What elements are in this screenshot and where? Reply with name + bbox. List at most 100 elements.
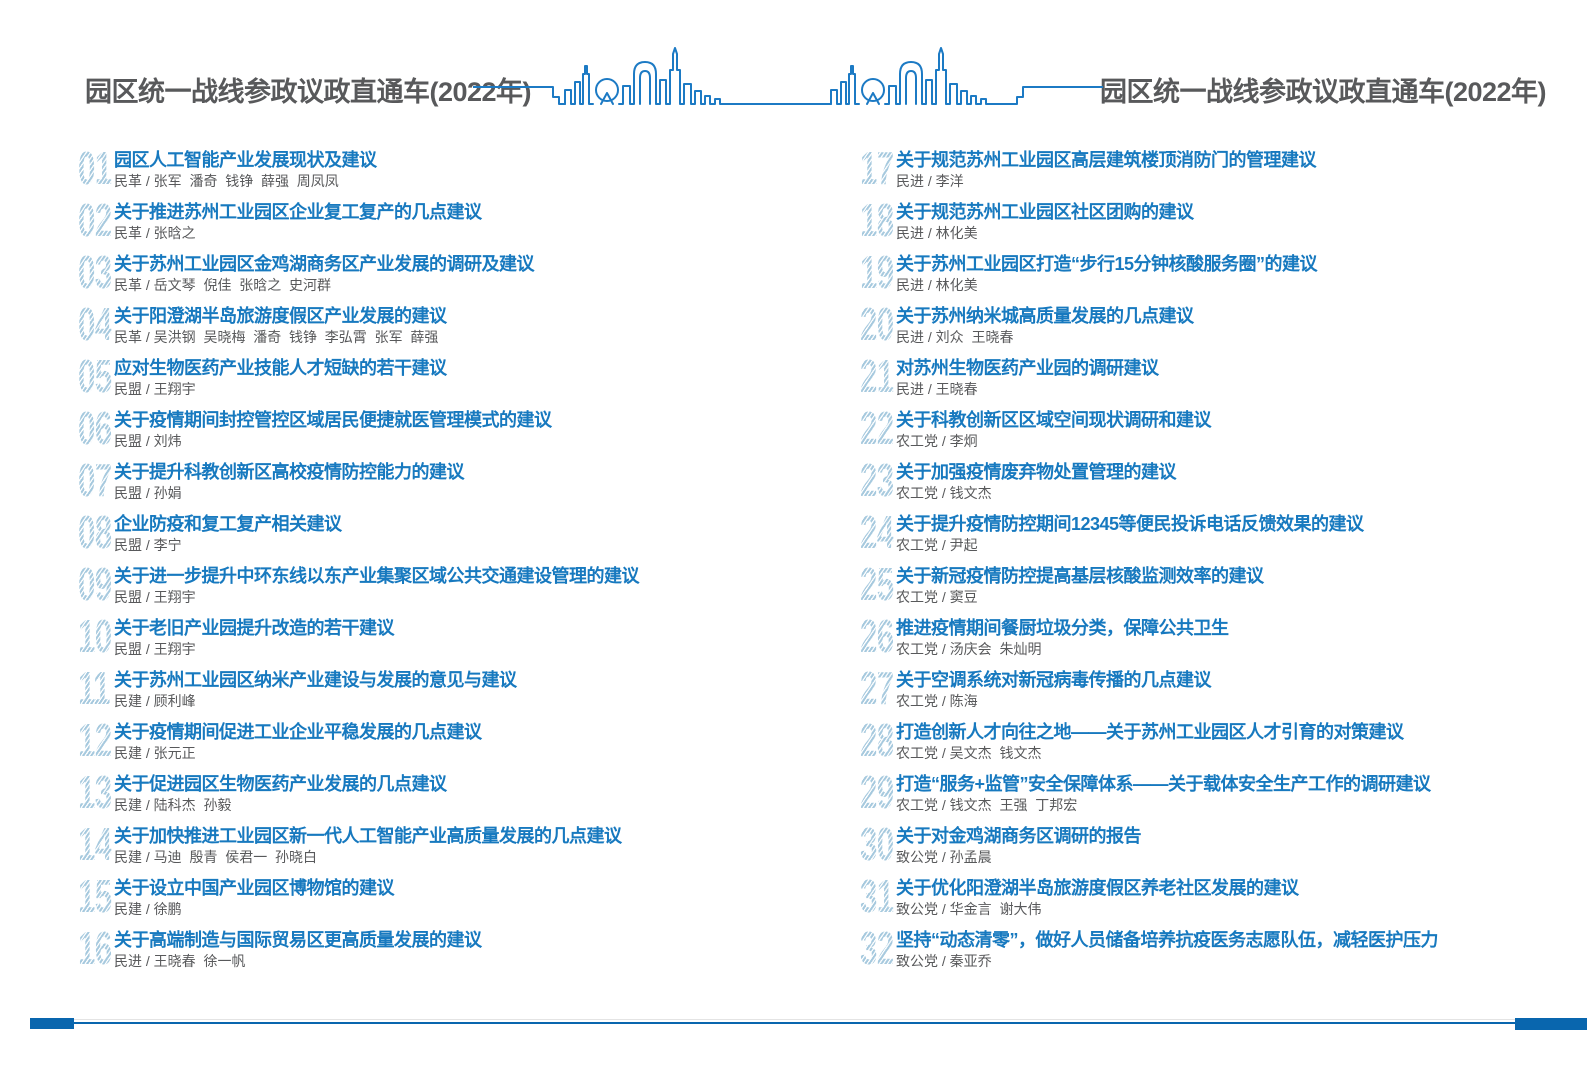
toc-entry: 26 推进疫情期间餐厨垃圾分类，保障公共卫生 农工党 / 汤庆会 朱灿明 <box>860 610 1587 668</box>
page-title-left: 园区统一战线参政议政直通车(2022年) <box>85 77 532 107</box>
entry-number: 15 <box>78 870 114 922</box>
entry-number-text: 07 <box>78 454 112 506</box>
entry-title: 关于空调系统对新冠病毒传播的几点建议 <box>896 670 1212 690</box>
entry-title: 关于苏州工业园区打造“步行15分钟核酸服务圈”的建议 <box>896 254 1318 274</box>
toc-entry: 09 关于进一步提升中环东线以东产业集聚区域公共交通建设管理的建议 民盟 / 王… <box>78 561 823 616</box>
entry-title: 关于科教创新区区域空间现状调研和建议 <box>896 410 1212 430</box>
entry-number-text: 22 <box>860 402 894 454</box>
entry-number-text: 10 <box>78 610 112 662</box>
entry-number-text: 30 <box>860 818 894 870</box>
entry-byline: 民建 / 张元正 <box>114 745 196 761</box>
toc-column-left: 01 园区人工智能产业发展现状及建议 民革 / 张军 潘奇 钱铮 薛强 周凤凤 … <box>78 142 823 980</box>
toc-entry: 03 关于苏州工业园区金鸡湖商务区产业发展的调研及建议 民革 / 岳文琴 倪佳 … <box>78 249 823 304</box>
entry-number: 20 <box>860 301 896 347</box>
entry-byline: 民建 / 陆科杰 孙毅 <box>114 797 232 813</box>
entry-title: 关于优化阳澄湖半岛旅游度假区养老社区发展的建议 <box>896 878 1299 898</box>
entry-title: 园区人工智能产业发展现状及建议 <box>114 150 377 170</box>
toc-entry: 20 关于苏州纳米城高质量发展的几点建议 民进 / 刘众 王晓春 <box>860 301 1587 356</box>
entry-number-text: 31 <box>860 870 894 922</box>
entry-number-text: 11 <box>78 662 110 714</box>
entry-number-text: 23 <box>860 454 894 506</box>
entry-byline: 致公党 / 孙孟晨 <box>896 849 992 865</box>
entry-title: 关于对金鸡湖商务区调研的报告 <box>896 826 1142 846</box>
entry-number: 32 <box>860 922 896 974</box>
entry-title: 关于高端制造与国际贸易区更高质量发展的建议 <box>114 930 482 950</box>
entry-number: 11 <box>78 662 114 714</box>
entry-number: 30 <box>860 818 896 870</box>
toc-entry: 16 关于高端制造与国际贸易区更高质量发展的建议 民进 / 王晓春 徐一帆 <box>78 925 823 980</box>
toc-entry: 06 关于疫情期间封控管控区域居民便捷就医管理模式的建议 民盟 / 刘炜 <box>78 405 823 460</box>
entry-number: 10 <box>78 610 114 662</box>
entry-number: 07 <box>78 454 114 506</box>
entry-number: 29 <box>860 766 896 818</box>
entry-byline: 民革 / 岳文琴 倪佳 张晗之 史河群 <box>114 277 332 293</box>
entry-byline: 民进 / 李洋 <box>896 173 964 189</box>
entry-number: 12 <box>78 717 114 763</box>
footer-bar-right <box>1515 1018 1587 1030</box>
entry-number-text: 24 <box>860 506 894 558</box>
entry-number: 09 <box>78 561 114 607</box>
entry-number: 25 <box>860 561 896 607</box>
entry-number: 16 <box>78 925 114 971</box>
toc-entry: 23 关于加强疫情废弃物处置管理的建议 农工党 / 钱文杰 <box>860 454 1587 512</box>
entry-title: 关于加强疫情废弃物处置管理的建议 <box>896 462 1177 482</box>
entry-number-text: 27 <box>860 662 894 714</box>
toc-entry: 22 关于科教创新区区域空间现状调研和建议 农工党 / 李炯 <box>860 402 1587 460</box>
entry-byline: 民进 / 刘众 王晓春 <box>896 329 1014 345</box>
toc-entry: 14 关于加快推进工业园区新一代人工智能产业高质量发展的几点建议 民建 / 马迪… <box>78 821 823 876</box>
entry-byline: 民进 / 林化美 <box>896 277 978 293</box>
entry-number-text: 29 <box>860 766 894 818</box>
entry-byline: 致公党 / 秦亚乔 <box>896 953 992 969</box>
entry-title: 关于提升科教创新区高校疫情防控能力的建议 <box>114 462 465 482</box>
entry-title: 应对生物医药产业技能人才短缺的若干建议 <box>114 358 447 378</box>
entry-byline: 民革 / 吴洪钢 吴晓梅 潘奇 钱铮 李弘霄 张军 薛强 <box>114 329 439 345</box>
entry-number: 18 <box>860 197 896 243</box>
entry-byline: 民盟 / 孙娟 <box>114 485 182 501</box>
entry-byline: 民进 / 林化美 <box>896 225 978 241</box>
entry-byline: 民进 / 王晓春 徐一帆 <box>114 953 246 969</box>
entry-title: 关于新冠疫情防控提高基层核酸监测效率的建议 <box>896 566 1264 586</box>
entry-number: 04 <box>78 298 114 350</box>
entry-byline: 农工党 / 窦豆 <box>896 589 978 605</box>
entry-title: 关于苏州纳米城高质量发展的几点建议 <box>896 306 1194 326</box>
footer-rule-line <box>74 1022 1515 1024</box>
entry-byline: 民盟 / 李宁 <box>114 537 182 553</box>
entry-byline: 农工党 / 汤庆会 朱灿明 <box>896 641 1042 657</box>
entry-number-text: 04 <box>78 298 112 350</box>
entry-number-text: 01 <box>78 142 112 194</box>
toc-entry: 29 打造“服务+监管”安全保障体系——关于载体安全生产工作的调研建议 农工党 … <box>860 766 1587 824</box>
entry-number: 19 <box>860 249 896 295</box>
entry-number: 02 <box>78 197 114 243</box>
entry-title: 关于苏州工业园区金鸡湖商务区产业发展的调研及建议 <box>114 254 535 274</box>
entry-title: 企业防疫和复工复产相关建议 <box>114 514 342 534</box>
entry-title: 关于规范苏州工业园区社区团购的建议 <box>896 202 1194 222</box>
city-skyline-icon <box>472 40 1104 112</box>
entry-number: 26 <box>860 610 896 662</box>
footer-hairline <box>74 1019 1515 1020</box>
entry-number-text: 13 <box>78 766 112 818</box>
entry-number-text: 32 <box>860 922 894 974</box>
entry-byline: 民盟 / 王翔宇 <box>114 381 196 397</box>
toc-entry: 19 关于苏州工业园区打造“步行15分钟核酸服务圈”的建议 民进 / 林化美 <box>860 249 1587 304</box>
entry-title: 推进疫情期间餐厨垃圾分类，保障公共卫生 <box>896 618 1229 638</box>
toc-entry: 25 关于新冠疫情防控提高基层核酸监测效率的建议 农工党 / 窦豆 <box>860 561 1587 616</box>
entry-title: 关于提升疫情防控期间12345等便民投诉电话反馈效果的建议 <box>896 514 1364 534</box>
toc-entry: 28 打造创新人才向往之地——关于苏州工业园区人才引育的对策建议 农工党 / 吴… <box>860 714 1587 772</box>
footer-bar-left <box>30 1018 74 1029</box>
toc-entry: 08 企业防疫和复工复产相关建议 民盟 / 李宁 <box>78 509 823 564</box>
entry-byline: 农工党 / 吴文杰 钱文杰 <box>896 745 1042 761</box>
entry-number: 17 <box>860 145 896 191</box>
entry-number: 21 <box>860 350 896 402</box>
entry-number-text: 15 <box>78 870 112 922</box>
entry-byline: 农工党 / 钱文杰 <box>896 485 992 501</box>
entry-number-text: 28 <box>860 714 894 766</box>
entry-byline: 民建 / 顾利峰 <box>114 693 196 709</box>
entry-byline: 民盟 / 刘炜 <box>114 433 182 449</box>
entry-number-text: 21 <box>860 350 894 402</box>
entry-number: 13 <box>78 766 114 818</box>
entry-number-text: 26 <box>860 610 894 662</box>
entry-number: 08 <box>78 509 114 555</box>
entry-byline: 民盟 / 王翔宇 <box>114 641 196 657</box>
entry-byline: 民进 / 王晓春 <box>896 381 978 397</box>
entry-byline: 农工党 / 陈海 <box>896 693 978 709</box>
